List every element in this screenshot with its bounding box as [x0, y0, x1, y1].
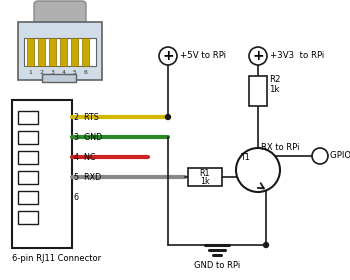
Bar — [18, 131, 38, 144]
Text: 3  GND: 3 GND — [74, 132, 102, 141]
Text: GPIO 10: GPIO 10 — [330, 151, 350, 160]
Bar — [27, 38, 34, 66]
Circle shape — [159, 47, 177, 65]
Circle shape — [236, 148, 280, 192]
Text: 3: 3 — [50, 70, 55, 75]
Circle shape — [166, 115, 170, 120]
Bar — [42, 74, 76, 82]
Text: T1: T1 — [240, 153, 250, 162]
Bar — [18, 22, 102, 80]
Text: +: + — [162, 49, 174, 63]
Circle shape — [249, 47, 267, 65]
Text: 1: 1 — [29, 70, 33, 75]
Bar — [18, 111, 38, 124]
Text: 2  RTS: 2 RTS — [74, 113, 99, 122]
Bar — [249, 76, 267, 106]
Bar — [18, 191, 38, 204]
Text: 5  RXD: 5 RXD — [74, 172, 101, 181]
Text: 4  NC: 4 NC — [74, 153, 96, 162]
Bar — [49, 38, 56, 66]
Text: RX to RPi: RX to RPi — [261, 143, 300, 152]
Text: 2: 2 — [40, 70, 43, 75]
Bar — [188, 168, 222, 186]
Bar — [18, 171, 38, 184]
Circle shape — [312, 148, 328, 164]
Bar — [60, 38, 67, 66]
Bar — [24, 38, 96, 66]
Bar — [71, 38, 78, 66]
Circle shape — [264, 242, 268, 248]
Text: 6: 6 — [74, 193, 79, 202]
Bar — [82, 38, 89, 66]
Text: 1k: 1k — [200, 178, 210, 186]
Text: 4: 4 — [62, 70, 65, 75]
Text: GND to RPi: GND to RPi — [194, 261, 240, 270]
Bar — [12, 100, 72, 248]
Text: 6-pin RJ11 Connector: 6-pin RJ11 Connector — [12, 254, 101, 263]
Bar — [18, 211, 38, 224]
FancyBboxPatch shape — [34, 1, 86, 31]
Bar — [18, 151, 38, 164]
Text: 5: 5 — [72, 70, 76, 75]
Text: +3V3  to RPi: +3V3 to RPi — [270, 50, 324, 60]
Text: R1: R1 — [200, 169, 210, 179]
Text: 6: 6 — [84, 70, 88, 75]
Text: +5V to RPi: +5V to RPi — [180, 50, 226, 60]
Text: +: + — [252, 49, 264, 63]
Text: 1k: 1k — [269, 85, 280, 94]
Bar — [38, 38, 45, 66]
Text: R2: R2 — [269, 76, 280, 85]
